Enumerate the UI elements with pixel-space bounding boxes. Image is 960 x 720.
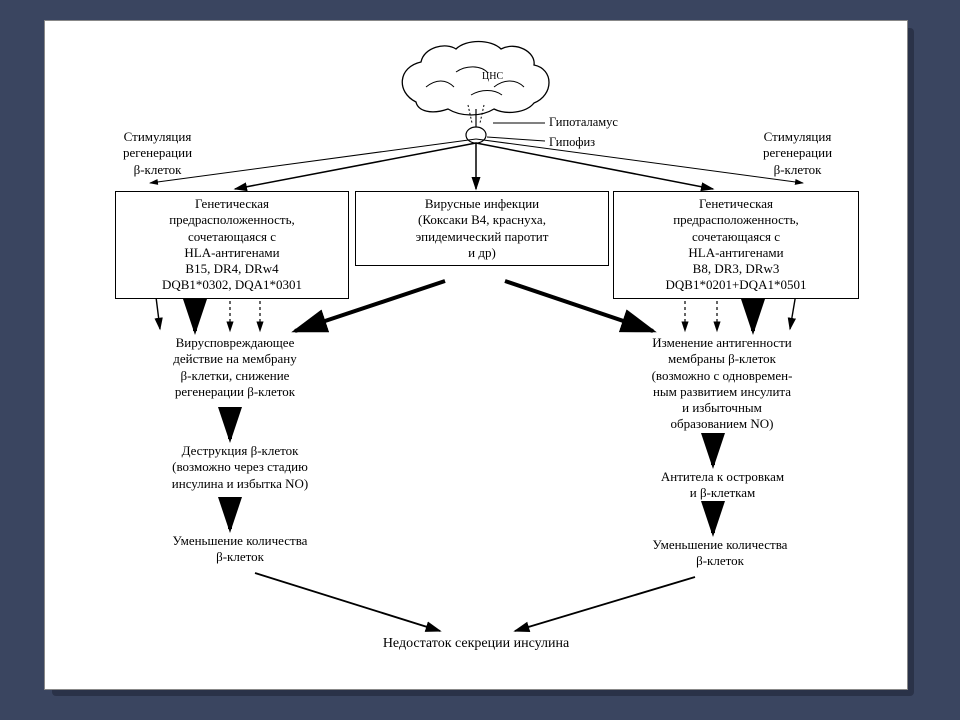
antibodies-text: Антитела к островкам и β-клеткам bbox=[615, 469, 830, 502]
decrease-left-text: Уменьшение количества β-клеток bbox=[125, 533, 355, 566]
stimulation-right: Стимуляция регенерации β-клеток bbox=[725, 129, 870, 178]
hypothalamus-label: Гипоталамус bbox=[549, 115, 618, 129]
antigen-change-text: Изменение антигенности мембраны β-клеток… bbox=[597, 335, 847, 433]
genetic-left-box: Генетическая предрасположенность, сочета… bbox=[115, 191, 349, 299]
slide: ЦНС bbox=[44, 20, 908, 690]
decrease-right-text: Уменьшение количества β-клеток bbox=[605, 537, 835, 570]
genetic-right-box: Генетическая предрасположенность, сочета… bbox=[613, 191, 859, 299]
final-text: Недостаток секреции инсулина bbox=[45, 635, 907, 653]
stimulation-left: Стимуляция регенерации β-клеток bbox=[85, 129, 230, 178]
pituitary-label: Гипофиз bbox=[549, 135, 595, 149]
brain-label-inline: ЦНС bbox=[482, 71, 503, 82]
virus-damage-text: Вирусповреждающее действие на мембрану β… bbox=[125, 335, 345, 400]
destruction-text: Деструкция β-клеток (возможно через стад… bbox=[125, 443, 355, 492]
viral-infections-box: Вирусные инфекции (Коксаки B4, краснуха,… bbox=[355, 191, 609, 266]
